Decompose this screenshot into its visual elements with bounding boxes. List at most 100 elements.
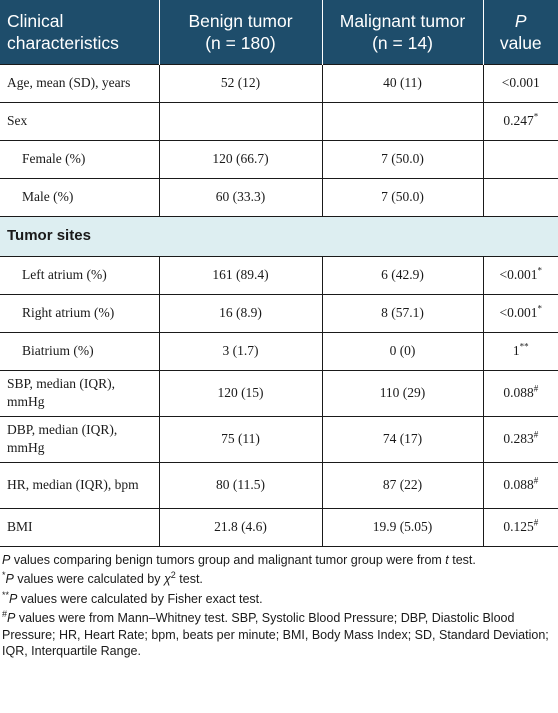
table-row: Biatrium (%) 3 (1.7) 0 (0) 1** (0, 331, 558, 371)
p-value-cell (482, 139, 558, 179)
malignant-cell: 7 (50.0) (321, 177, 484, 217)
benign-cell: 120 (66.7) (158, 139, 323, 179)
row-label: HR, median (IQR), bpm (0, 461, 160, 509)
header-line-1: Benign tumor (188, 10, 293, 31)
p-value: 0.247 (503, 113, 534, 128)
row-label: SBP, median (IQR), mmHg (0, 369, 160, 417)
p-value-cell: 0.125# (482, 507, 558, 547)
p-value-cell: 0.088# (482, 461, 558, 509)
footnote-italic: P (2, 552, 11, 567)
malignant-cell: 6 (42.9) (321, 255, 484, 295)
p-value-cell (482, 177, 558, 217)
row-label: Left atrium (%) (0, 255, 160, 295)
p-value-cell: 0.088# (482, 369, 558, 417)
footnote-text: test. (448, 552, 476, 567)
malignant-cell: 19.9 (5.05) (321, 507, 484, 547)
header-line-1: Malignant tumor (339, 10, 466, 31)
table-row: Sex 0.247* (0, 101, 558, 141)
footnote-chi-square: *P values were calculated by χ2 test. (2, 569, 556, 588)
header-line-2: (n = 180) (205, 32, 276, 53)
header-line-2: value (499, 32, 542, 53)
p-mark: # (533, 517, 539, 528)
table-row: Right atrium (%) 16 (8.9) 8 (57.1) <0.00… (0, 293, 558, 333)
malignant-cell (321, 101, 484, 141)
header-benign-tumor: Benign tumor (n = 180) (158, 0, 322, 64)
row-label: Male (%) (0, 177, 160, 217)
benign-cell: 80 (11.5) (158, 461, 323, 509)
footnote-text: test. (175, 572, 203, 586)
footnote-italic: P (5, 572, 14, 586)
table-row: Female (%) 120 (66.7) 7 (50.0) (0, 139, 558, 179)
clinical-characteristics-document: Clinical characteristics Benign tumor (n… (0, 0, 558, 660)
footnote-italic: P (7, 611, 16, 625)
table-row: Left atrium (%) 161 (89.4) 6 (42.9) <0.0… (0, 255, 558, 295)
header-line-1: Clinical (7, 10, 64, 31)
clinical-characteristics-table: Clinical characteristics Benign tumor (n… (0, 0, 558, 547)
table-footnotes: P values comparing benign tumors group a… (0, 547, 558, 660)
section-heading: Tumor sites (0, 215, 558, 257)
header-p-value: P value (482, 0, 558, 64)
row-label: Biatrium (%) (0, 331, 160, 371)
malignant-cell: 87 (22) (321, 461, 484, 509)
header-clinical-characteristics: Clinical characteristics (0, 0, 159, 64)
footnote-p-values-t-test: P values comparing benign tumors group a… (2, 552, 556, 569)
footnote-chi-symbol: χ (163, 572, 171, 586)
footnote-text: values were calculated by Fisher exact t… (17, 591, 263, 606)
p-value-cell: 0.247* (482, 101, 558, 141)
footnote-mark: ** (2, 589, 10, 600)
table-row: HR, median (IQR), bpm 80 (11.5) 87 (22) … (0, 461, 558, 509)
p-value-cell: <0.001* (482, 293, 558, 333)
row-label: Right atrium (%) (0, 293, 160, 333)
p-value-cell: 0.283# (482, 415, 558, 463)
footnote-mark: * (2, 569, 6, 580)
footnote-mark: # (2, 608, 8, 619)
malignant-cell: 7 (50.0) (321, 139, 484, 179)
benign-cell: 161 (89.4) (158, 255, 323, 295)
p-value: 0.088 (503, 385, 534, 400)
row-label: Female (%) (0, 139, 160, 179)
malignant-cell: 8 (57.1) (321, 293, 484, 333)
p-value: 0.088 (503, 477, 534, 492)
table-row: BMI 21.8 (4.6) 19.9 (5.05) 0.125# (0, 507, 558, 547)
p-mark: # (533, 429, 539, 440)
header-line-1: P (514, 10, 527, 31)
p-value: 1 (512, 343, 520, 358)
row-label: BMI (0, 507, 160, 547)
p-mark: # (533, 475, 539, 486)
p-mark: ** (519, 341, 529, 352)
p-value-cell: 1** (482, 331, 558, 371)
table-header: Clinical characteristics Benign tumor (n… (0, 0, 558, 64)
p-value: 0.283 (503, 431, 534, 446)
p-value: <0.001 (499, 267, 538, 282)
footnote-fisher: **P values were calculated by Fisher exa… (2, 589, 556, 608)
footnote-mann-whitney: #P values were from Mann–Whitney test. S… (2, 608, 556, 660)
p-mark: # (533, 383, 539, 394)
header-line-2: characteristics (7, 32, 119, 53)
header-line-2: (n = 14) (372, 32, 433, 53)
malignant-cell: 110 (29) (321, 369, 484, 417)
footnote-text: values comparing benign tumors group and… (10, 552, 446, 567)
header-malignant-tumor: Malignant tumor (n = 14) (321, 0, 483, 64)
benign-cell: 16 (8.9) (158, 293, 323, 333)
benign-cell: 60 (33.3) (158, 177, 323, 217)
malignant-cell: 40 (11) (321, 63, 484, 103)
p-mark: * (533, 111, 539, 122)
benign-cell: 3 (1.7) (158, 331, 323, 371)
benign-cell: 75 (11) (158, 415, 323, 463)
footnote-superscript: 2 (170, 569, 176, 580)
benign-cell: 21.8 (4.6) (158, 507, 323, 547)
table-row: Age, mean (SD), years 52 (12) 40 (11) <0… (0, 63, 558, 103)
header-row: Clinical characteristics Benign tumor (n… (0, 0, 558, 64)
p-mark: * (537, 265, 543, 276)
section-row-tumor-sites: Tumor sites (0, 215, 558, 257)
table-body: Age, mean (SD), years 52 (12) 40 (11) <0… (0, 63, 558, 547)
benign-cell: 120 (15) (158, 369, 323, 417)
p-mark: * (537, 303, 543, 314)
footnote-text: values were calculated by (13, 572, 164, 586)
p-value-cell: <0.001* (482, 255, 558, 295)
malignant-cell: 74 (17) (321, 415, 484, 463)
footnote-italic: t (445, 552, 449, 567)
row-label: Age, mean (SD), years (0, 63, 160, 103)
row-label: DBP, median (IQR), mmHg (0, 415, 160, 463)
benign-cell (158, 101, 323, 141)
